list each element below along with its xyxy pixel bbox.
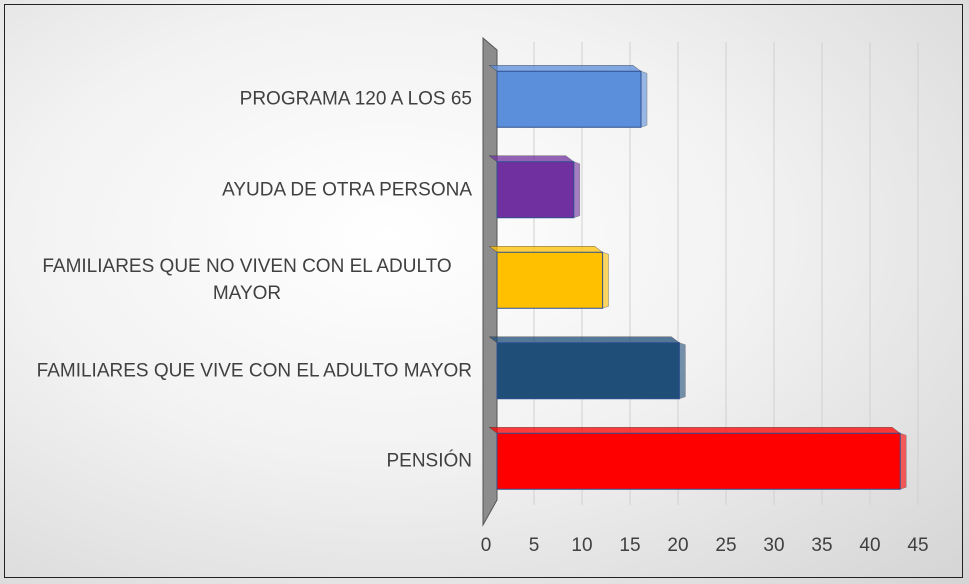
bar [496,161,575,219]
category-label: AYUDA DE OTRA PERSONA [222,176,472,203]
side-wall [482,36,498,527]
category-text: PROGRAMA 120 A LOS 65 [239,88,472,110]
x-tick-label: 20 [667,535,688,556]
x-tick-label: 15 [619,535,640,556]
bar-top [488,155,575,162]
bar-side [679,342,686,400]
category-label: FAMILIARES QUE NO VIVEN CON EL ADULTO MA… [22,253,472,307]
bar [496,432,901,490]
chart-border [4,4,963,578]
category-label: FAMILIARES QUE VIVE CON EL ADULTO MAYOR [37,357,472,384]
category-label: PROGRAMA 120 A LOS 65 [240,86,472,113]
bar-side [899,432,907,490]
x-tick-label: 25 [715,535,736,556]
bar [496,251,604,309]
x-tick-label: 5 [529,535,540,556]
bar-top [488,65,642,72]
bar-top [488,246,604,253]
category-text: AYUDA DE OTRA PERSONA [222,179,472,201]
bar-top [488,427,901,434]
category-text: FAMILIARES QUE VIVE CON EL ADULTO MAYOR [36,360,472,382]
bar-top [488,336,681,343]
x-tick-label: 45 [907,535,928,556]
bar-side [573,161,581,219]
bar [496,70,642,128]
category-label: PENSIÓN [386,448,472,475]
bar-side [602,251,609,309]
category-text: PENSIÓN [386,450,472,472]
x-tick-label: 30 [763,535,784,556]
x-tick-label: 40 [859,535,880,556]
bar [496,342,680,400]
x-tick-label: 10 [571,535,592,556]
category-text: FAMILIARES QUE NO VIVEN CON EL ADULTO MA… [42,256,452,305]
x-tick-label: 35 [811,535,832,556]
x-tick-label: 0 [481,535,492,556]
bar-side [640,70,648,128]
